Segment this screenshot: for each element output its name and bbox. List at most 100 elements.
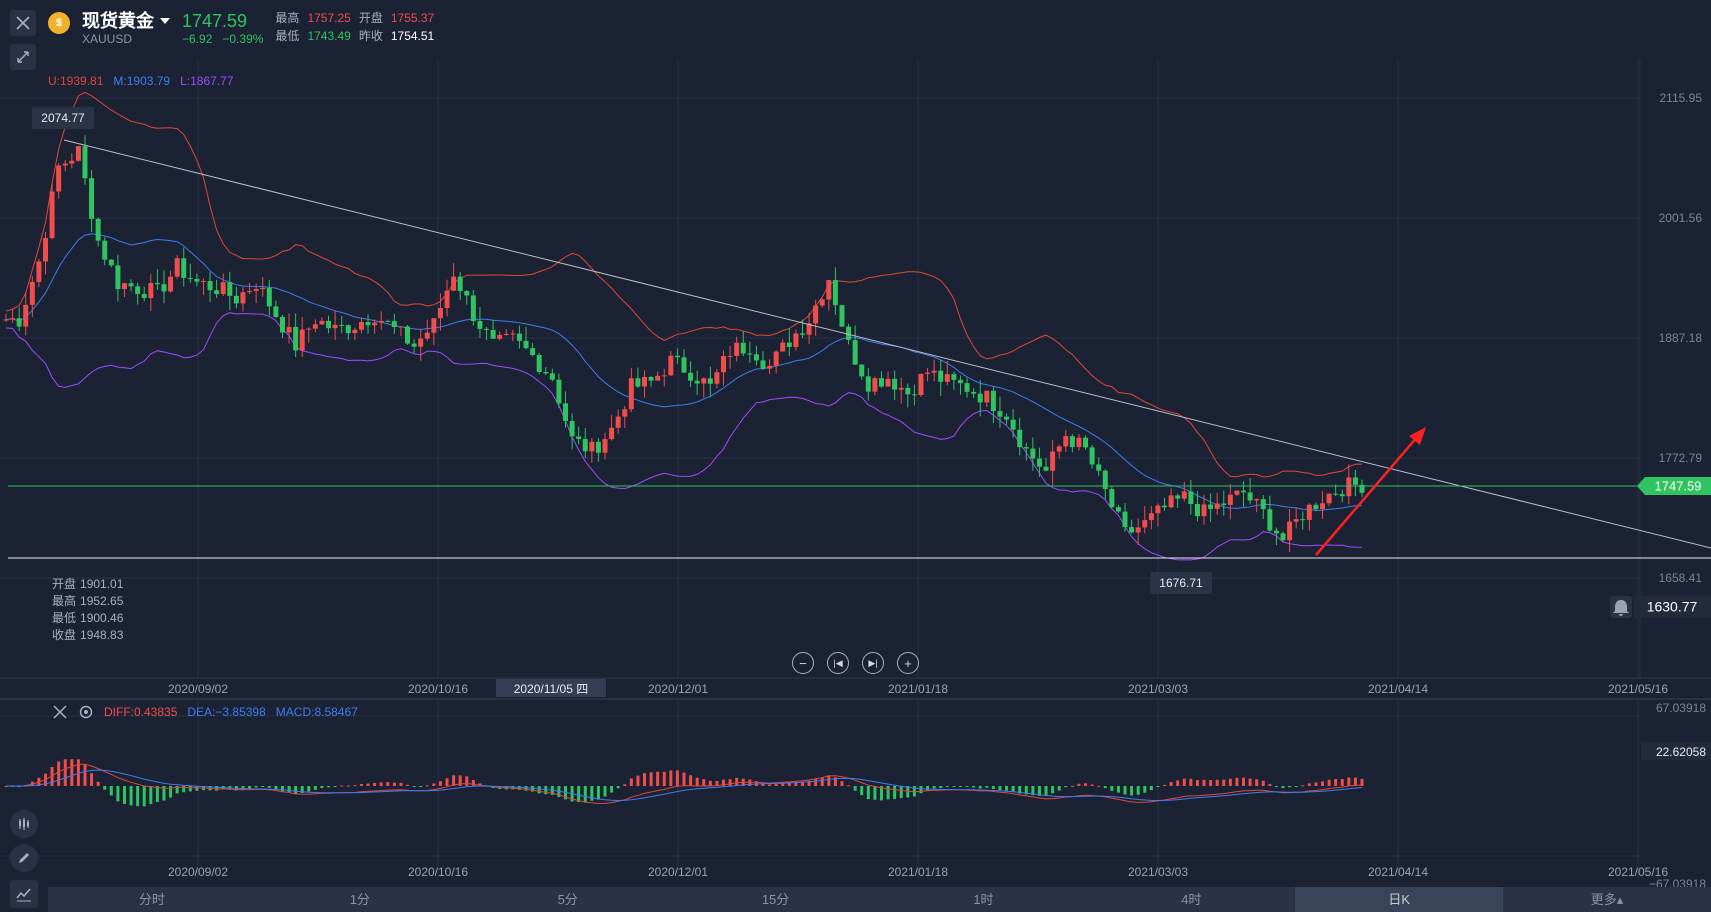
macd-bar [432,783,436,786]
candle-body [753,354,759,361]
candle-body [773,351,779,366]
price-change-pct: −0.39% [222,32,264,46]
candle-body [1201,504,1207,517]
macd-bar [57,761,61,786]
candle-body [628,378,634,410]
candle-body [497,334,503,339]
svg-text:22.62058: 22.62058 [1656,745,1706,759]
macd-bar [748,779,752,786]
zoom-out-button[interactable]: − [792,652,814,674]
expand-button[interactable] [10,44,36,70]
macd-bar [261,786,265,787]
draw-tool-button[interactable] [10,844,38,872]
candle-body [595,441,601,453]
high-value: 1757.25 [307,11,351,25]
boll-upper: U:1939.81 [48,74,104,88]
settings-gear-icon[interactable] [78,704,94,720]
red-arrow-annotation[interactable] [1315,427,1426,556]
current-price-tag: 1747.59 [1637,477,1711,495]
jump-start-button[interactable]: |◀ [827,652,849,674]
line-chart-button[interactable] [10,880,38,908]
macd-bar [1018,786,1022,794]
macd-bar [1156,786,1160,788]
candle-body [688,372,694,381]
candle-body [352,329,358,334]
macd-bar [1123,786,1127,795]
collapse-arrows-icon [17,51,29,63]
candle-body [141,293,147,299]
candle-body [865,376,871,392]
candle-body [477,321,483,329]
timeframe-tab[interactable]: 4时 [1181,892,1202,907]
macd-bar [155,786,159,802]
candle-body [1260,499,1266,510]
candle-body [1333,493,1339,495]
candle-body [194,278,200,282]
macd-bar [1149,786,1153,791]
macd-bar [1261,780,1265,786]
macd-bar [1334,779,1338,786]
candle-body [233,295,239,304]
zoom-in-button[interactable]: + [897,652,919,674]
timeframe-tab[interactable]: 1分 [349,892,370,907]
timeframe-tab[interactable]: 5分 [557,892,578,907]
price-chart[interactable]: 2115.95 2001.56 1887.18 1772.79 1658.41 1747… [0,0,1711,700]
candle-body [385,320,391,322]
macd-bar [353,785,357,787]
macd-bar [188,786,192,792]
macd-bar [1195,780,1199,786]
macd-bar [1064,786,1068,788]
macd-date-label: 2021/03/03 [1128,865,1188,879]
macd-bar [280,786,284,792]
dropdown-caret-icon[interactable] [160,17,170,25]
candle-body [345,325,351,334]
timeframe-tab[interactable]: 日K [1295,887,1504,912]
candle-body [444,290,450,308]
macd-bar [939,786,943,788]
candle-body [780,342,786,352]
close-indicator-icon[interactable] [52,704,68,720]
macd-bar [300,786,304,793]
candle-body [121,283,127,290]
macd-bar [577,786,581,803]
macd-bar [899,786,903,799]
instrument-symbol: XAUUSD [82,32,133,46]
close-button[interactable] [10,10,36,36]
macd-bar [1314,782,1318,786]
jump-end-button[interactable]: ▶| [862,652,884,674]
instrument-title-block[interactable]: 现货黄金 XAUUSD [82,10,170,46]
macd-bar [537,786,541,794]
macd-bar [781,782,785,786]
candle-body [1346,477,1352,497]
boll-lower: L:1867.77 [180,74,234,88]
macd-bar [972,786,976,788]
alert-price-tag[interactable]: 1630.77 [1610,596,1711,618]
timeframe-tab[interactable]: 1时 [973,892,994,907]
macd-bar [136,786,140,807]
candle-body [1036,458,1042,467]
candle-body [799,333,805,335]
macd-diff-line [5,763,1363,805]
timeframe-tab[interactable]: 分时 [138,892,165,907]
trend-line[interactable] [63,139,1711,549]
macd-bar [478,783,482,786]
candle-body [925,372,931,374]
current-price-text: 1747.59 [1655,479,1702,494]
macd-bar [656,771,660,786]
candle-body [312,324,318,329]
svg-text:1676.71: 1676.71 [1159,576,1203,590]
candle-body [1339,494,1345,497]
timeframe-tab[interactable]: 更多▴ [1590,892,1624,907]
macd-bar [1136,786,1140,795]
macd-date-label: 2020/12/01 [648,865,708,879]
candle-body [1326,493,1332,504]
macd-chart[interactable]: 67.03918−67.03918 22.62058 2020/09/02 202… [0,698,1711,887]
indicator-tool-button[interactable] [10,810,38,838]
macd-bar [1248,778,1252,786]
candle-body [187,277,193,279]
timeframe-tab[interactable]: 15分 [761,892,790,907]
macd-bar [840,781,844,786]
macd-bar [366,783,370,786]
candle-body [457,276,463,292]
